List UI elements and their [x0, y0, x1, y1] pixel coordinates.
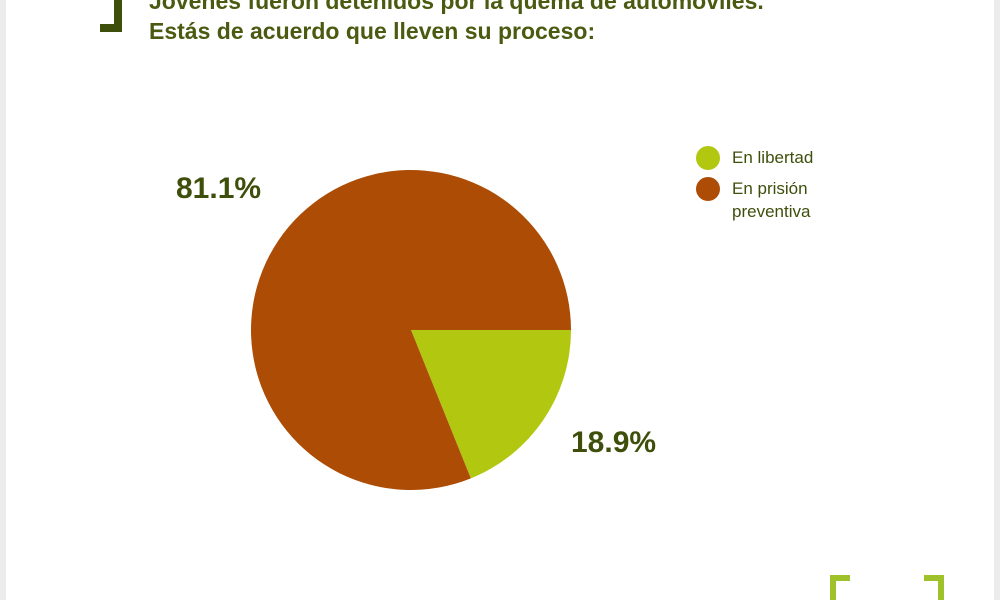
legend-item-prision: En prisión preventiva [696, 177, 852, 223]
legend-item-libertad: En libertad [696, 146, 852, 170]
title-bracket-icon [100, 0, 122, 32]
legend-label-prision: En prisión preventiva [732, 179, 811, 221]
chart-title-line2: Estás de acuerdo que lleven su proceso: [149, 18, 596, 44]
legend-label-libertad: En libertad [732, 148, 814, 167]
chart-card: Jóvenes fueron detenidos por la quema de… [6, 0, 994, 600]
data-label-prision: 81.1% [176, 172, 262, 205]
legend-swatch-libertad [696, 146, 720, 170]
chart-legend: En libertad En prisión preventiva [696, 146, 852, 231]
pie-chart [251, 170, 572, 491]
corner-bracket-right-icon [924, 575, 944, 600]
data-label-libertad: 18.9% [571, 426, 657, 459]
pie-slice-libertad [411, 330, 571, 479]
legend-swatch-prision [696, 177, 720, 201]
pie-slice-prision [251, 170, 572, 491]
chart-title-line1: Jóvenes fueron detenidos por la quema de… [149, 0, 764, 14]
chart-title: Jóvenes fueron detenidos por la quema de… [149, 0, 909, 46]
corner-bracket-left-icon [830, 575, 850, 600]
